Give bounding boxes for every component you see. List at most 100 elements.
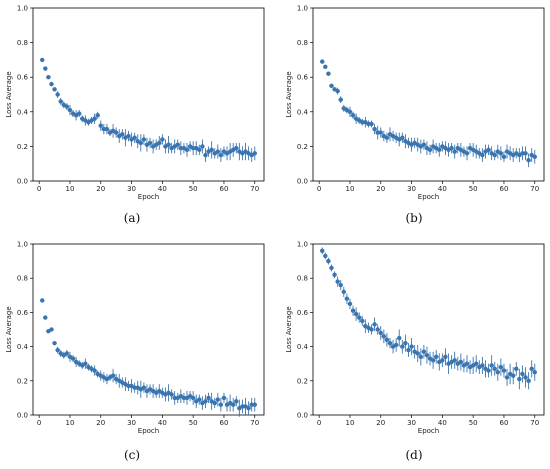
y-tick-label: 1.0 bbox=[17, 5, 28, 13]
y-tick-label: 1.0 bbox=[17, 241, 28, 249]
data-point bbox=[387, 340, 393, 346]
data-point bbox=[526, 378, 531, 383]
data-point bbox=[240, 404, 245, 409]
panel-caption-d: (d) bbox=[405, 448, 422, 462]
data-point bbox=[406, 347, 411, 353]
x-tick-label: 70 bbox=[250, 419, 259, 427]
y-axis-title: Loss Average bbox=[5, 71, 13, 117]
data-point bbox=[434, 354, 439, 360]
data-point bbox=[58, 99, 63, 104]
data-point bbox=[252, 402, 257, 407]
x-tick-label: 50 bbox=[189, 419, 198, 427]
data-point bbox=[338, 282, 343, 288]
data-point bbox=[197, 147, 202, 153]
data-point bbox=[464, 361, 470, 366]
data-point bbox=[520, 371, 525, 377]
x-tick-label: 0 bbox=[37, 185, 41, 193]
data-point bbox=[430, 358, 436, 363]
x-tick-label: 0 bbox=[37, 419, 41, 427]
data-point bbox=[126, 133, 131, 139]
data-point bbox=[529, 366, 534, 372]
data-point bbox=[52, 340, 57, 346]
x-tick-label: 20 bbox=[376, 419, 385, 427]
data-point bbox=[452, 149, 457, 154]
data-point bbox=[350, 113, 356, 118]
data-point bbox=[249, 402, 254, 407]
data-point bbox=[347, 301, 353, 307]
data-point bbox=[203, 152, 208, 158]
x-tick-label: 60 bbox=[499, 419, 508, 427]
y-tick-label: 0.0 bbox=[17, 412, 28, 420]
y-tick-label: 0.6 bbox=[17, 309, 29, 317]
x-tick-label: 40 bbox=[438, 185, 447, 193]
y-tick-label: 0.8 bbox=[17, 275, 28, 283]
data-point bbox=[172, 395, 177, 401]
x-tick-label: 70 bbox=[530, 419, 539, 427]
data-point bbox=[49, 327, 54, 332]
y-axis-title: Loss Average bbox=[285, 306, 293, 352]
data-point bbox=[372, 126, 377, 132]
data-point bbox=[46, 75, 51, 80]
data-point bbox=[397, 335, 402, 341]
data-point bbox=[375, 130, 380, 135]
x-axis-title: Epoch bbox=[418, 427, 439, 435]
x-tick-label: 40 bbox=[158, 185, 167, 193]
data-point bbox=[378, 130, 383, 135]
data-point bbox=[369, 327, 374, 332]
data-point bbox=[184, 147, 190, 153]
y-tick-label: 1.0 bbox=[297, 5, 308, 13]
data-point bbox=[421, 142, 427, 147]
x-axis-title: Epoch bbox=[138, 427, 159, 435]
x-tick-label: 50 bbox=[189, 185, 198, 193]
y-tick-label: 0.4 bbox=[297, 343, 309, 351]
data-point bbox=[323, 253, 328, 259]
data-point bbox=[147, 140, 153, 146]
data-point bbox=[200, 144, 205, 149]
y-tick-label: 0.4 bbox=[297, 108, 309, 116]
y-tick-label: 0.4 bbox=[17, 343, 29, 351]
panel-caption-b: (b) bbox=[405, 211, 422, 225]
data-point bbox=[329, 83, 334, 89]
data-point bbox=[113, 130, 119, 135]
panel-c: 0 10 20 30 40 50 60 70 0.0 0.2 0.4 0.6 0.8 1.0 Epoch Lo… bbox=[5, 241, 265, 462]
panel-caption-c: (c) bbox=[124, 448, 140, 462]
plot-frame bbox=[312, 243, 545, 416]
y-tick-label: 0.8 bbox=[17, 39, 28, 47]
y-axis-title: Loss Average bbox=[5, 306, 13, 352]
data-point bbox=[449, 145, 454, 151]
data-point bbox=[43, 66, 48, 71]
plot-frame bbox=[32, 243, 265, 416]
data-point bbox=[141, 385, 147, 390]
y-tick-label: 0.2 bbox=[17, 143, 28, 151]
y-tick-label: 0.6 bbox=[17, 74, 29, 82]
data-point bbox=[101, 126, 107, 132]
y-axis-title: Loss Average bbox=[285, 71, 293, 117]
data-point bbox=[400, 135, 405, 140]
plot-frame bbox=[312, 7, 545, 182]
data-point bbox=[218, 402, 224, 407]
data-point bbox=[234, 399, 239, 404]
x-tick-label: 10 bbox=[65, 419, 74, 427]
x-tick-label: 20 bbox=[96, 185, 105, 193]
data-point bbox=[231, 402, 236, 407]
data-point bbox=[384, 337, 390, 342]
data-point bbox=[347, 109, 353, 115]
data-point bbox=[64, 351, 70, 356]
data-point bbox=[378, 330, 383, 336]
data-point bbox=[440, 358, 445, 363]
data-point bbox=[341, 289, 346, 295]
x-axis-title: Epoch bbox=[418, 193, 439, 201]
data-point bbox=[320, 59, 325, 64]
data-point bbox=[52, 87, 57, 92]
x-tick-label: 60 bbox=[219, 419, 228, 427]
data-point bbox=[415, 351, 420, 356]
data-point bbox=[178, 145, 184, 151]
data-point bbox=[520, 151, 525, 156]
y-tick-label: 0.0 bbox=[17, 178, 28, 186]
data-point bbox=[384, 135, 390, 140]
data-point bbox=[95, 113, 100, 118]
data-point bbox=[55, 92, 60, 97]
data-point bbox=[353, 311, 359, 317]
data-point bbox=[169, 392, 174, 397]
data-point bbox=[375, 327, 380, 332]
